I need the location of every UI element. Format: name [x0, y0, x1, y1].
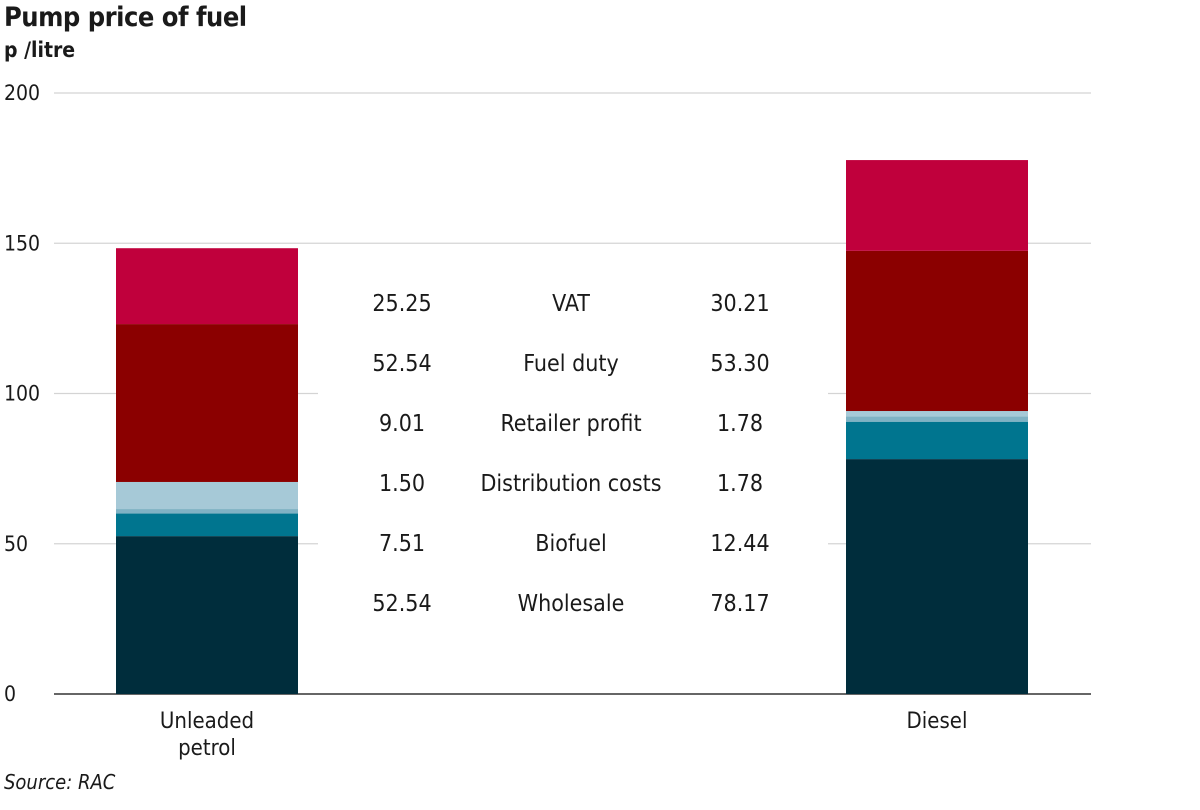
table-component-label: Biofuel	[535, 531, 606, 557]
source-note: Source: RAC	[4, 770, 116, 794]
table-value-petrol: 7.51	[379, 531, 425, 557]
table-value-petrol: 1.50	[379, 471, 425, 497]
y-tick-label: 150	[4, 231, 40, 255]
bar-segment	[116, 513, 298, 537]
bar-segment	[116, 536, 298, 694]
table-component-label: Fuel duty	[523, 351, 618, 377]
chart-subtitle: p /litre	[4, 38, 76, 62]
table-value-diesel: 53.30	[710, 351, 769, 377]
bar-segment	[116, 324, 298, 482]
table-value-diesel: 12.44	[710, 531, 769, 557]
value-table-background	[318, 279, 828, 645]
chart-title: Pump price of fuel	[4, 2, 247, 33]
bars	[116, 160, 1028, 694]
bar-segment	[846, 459, 1028, 694]
bar-segment	[846, 411, 1028, 417]
table-value-petrol: 9.01	[379, 411, 425, 437]
table-component-label: Distribution costs	[481, 471, 662, 497]
y-tick-label: 50	[4, 532, 28, 556]
table-value-diesel: 30.21	[710, 291, 769, 317]
table-component-label: Retailer profit	[500, 411, 641, 437]
table-value-petrol: 52.54	[372, 591, 431, 617]
table-value-diesel: 1.78	[717, 411, 763, 437]
table-value-petrol: 52.54	[372, 351, 431, 377]
bar-segment	[846, 416, 1028, 422]
x-category-label: Diesel	[907, 709, 968, 734]
y-tick-label: 200	[4, 81, 40, 105]
bar-segment	[116, 509, 298, 514]
x-category-label: petrol	[178, 736, 236, 761]
table-value-diesel: 1.78	[717, 471, 763, 497]
bar-segment	[846, 421, 1028, 460]
table-component-label: VAT	[552, 291, 590, 317]
x-category-label: Unleaded	[160, 709, 254, 734]
table-value-petrol: 25.25	[372, 291, 431, 317]
y-tick-label: 100	[4, 382, 40, 406]
bar-segment	[116, 248, 298, 325]
table-value-diesel: 78.17	[710, 591, 769, 617]
bar-segment	[846, 250, 1028, 412]
table-component-label: Wholesale	[518, 591, 625, 617]
bar-segment	[846, 160, 1028, 251]
y-tick-label: 0	[4, 682, 16, 706]
bar-segment	[116, 481, 298, 510]
value-table: 25.25 VAT 30.21 52.54 Fuel duty 53.30 9.01 Reta…	[318, 279, 828, 645]
